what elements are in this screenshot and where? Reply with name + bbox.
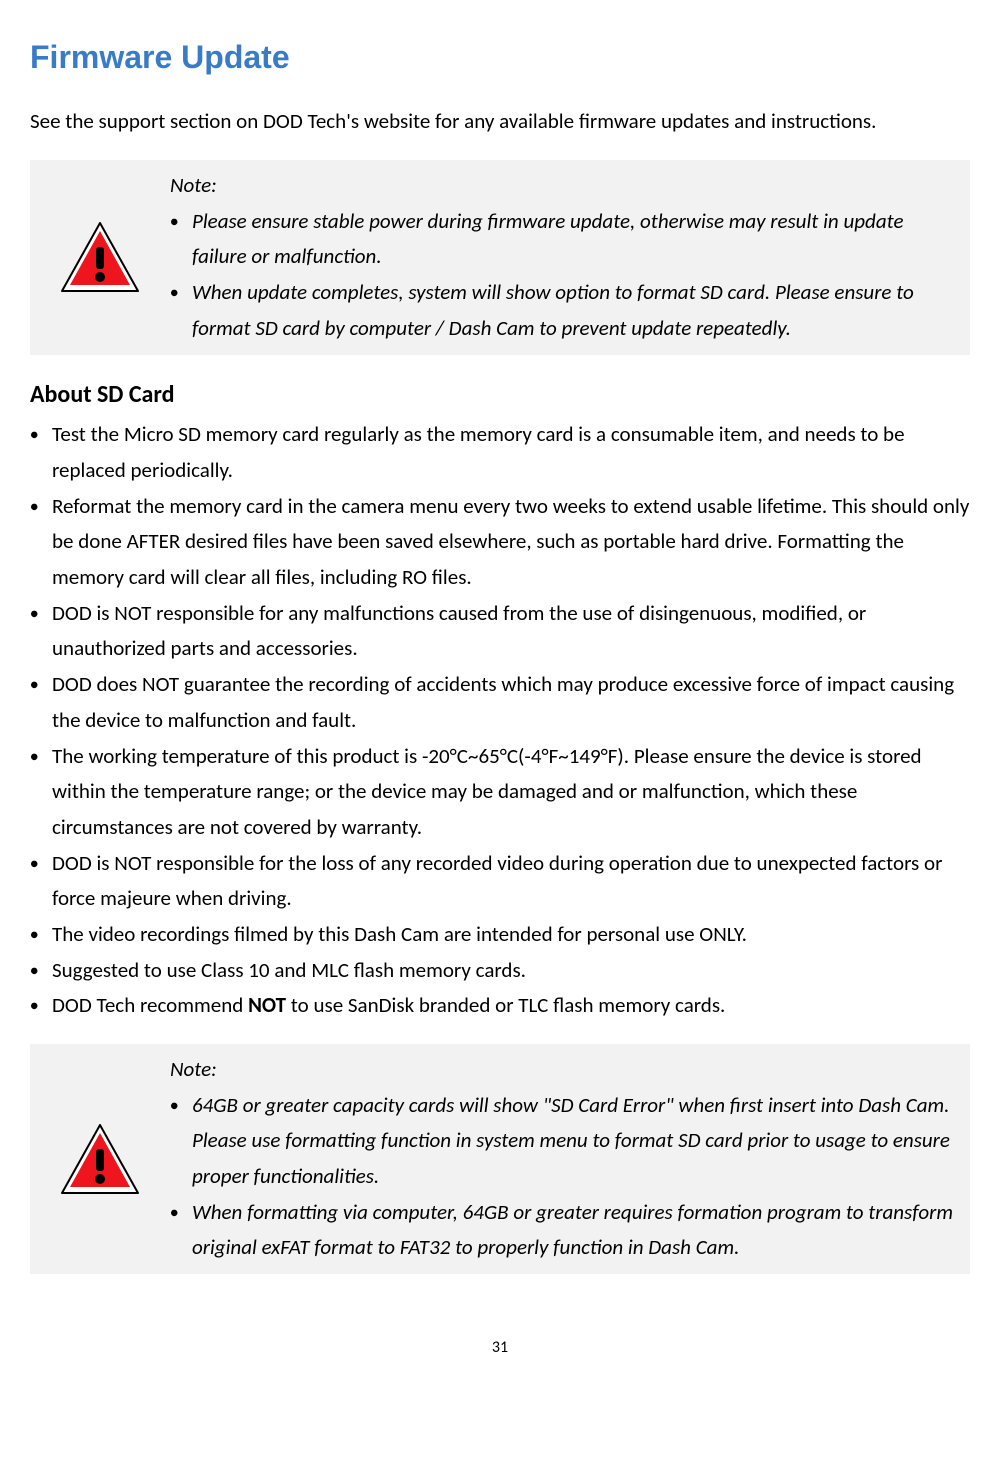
intro-text: See the support section on DOD Tech's we…	[30, 104, 970, 140]
note-box-2: Note: 64GB or greater capacity cards wil…	[30, 1044, 970, 1274]
list-item: The video recordings filmed by this Dash…	[30, 917, 970, 953]
list-item: Reformat the memory card in the camera m…	[30, 489, 970, 596]
page-title: Firmware Update	[30, 30, 970, 84]
warning-icon-cell	[30, 221, 170, 293]
list-item-last: DOD Tech recommend NOT to use SanDisk br…	[30, 988, 970, 1024]
list-item-bold: NOT	[248, 992, 286, 1018]
list-item: Suggested to use Class 10 and MLC flash …	[30, 953, 970, 989]
note-1-content: Note: Please ensure stable power during …	[170, 168, 962, 346]
sd-card-list: Test the Micro SD memory card regularly …	[30, 417, 970, 1024]
note-box-1: Note: Please ensure stable power during …	[30, 160, 970, 354]
list-item-post: to use SanDisk branded or TLC flash memo…	[286, 992, 725, 1018]
list-item-pre: DOD Tech recommend	[52, 992, 248, 1018]
list-item: The working temperature of this product …	[30, 739, 970, 846]
about-sd-heading: About SD Card	[30, 375, 970, 416]
page-number: 31	[30, 1334, 970, 1361]
list-item: DOD is NOT responsible for the loss of a…	[30, 846, 970, 917]
list-item: Test the Micro SD memory card regularly …	[30, 417, 970, 488]
note-1-label: Note:	[170, 168, 962, 204]
warning-icon-cell	[30, 1123, 170, 1195]
note-1-item: Please ensure stable power during firmwa…	[170, 204, 962, 275]
note-2-label: Note:	[170, 1052, 962, 1088]
warning-icon	[60, 1123, 140, 1195]
note-1-item: When update completes, system will show …	[170, 275, 962, 346]
note-2-content: Note: 64GB or greater capacity cards wil…	[170, 1052, 962, 1266]
list-item: DOD does NOT guarantee the recording of …	[30, 667, 970, 738]
note-2-item: When formatting via computer, 64GB or gr…	[170, 1195, 962, 1266]
warning-icon	[60, 221, 140, 293]
note-2-item: 64GB or greater capacity cards will show…	[170, 1088, 962, 1195]
list-item: DOD is NOT responsible for any malfuncti…	[30, 596, 970, 667]
